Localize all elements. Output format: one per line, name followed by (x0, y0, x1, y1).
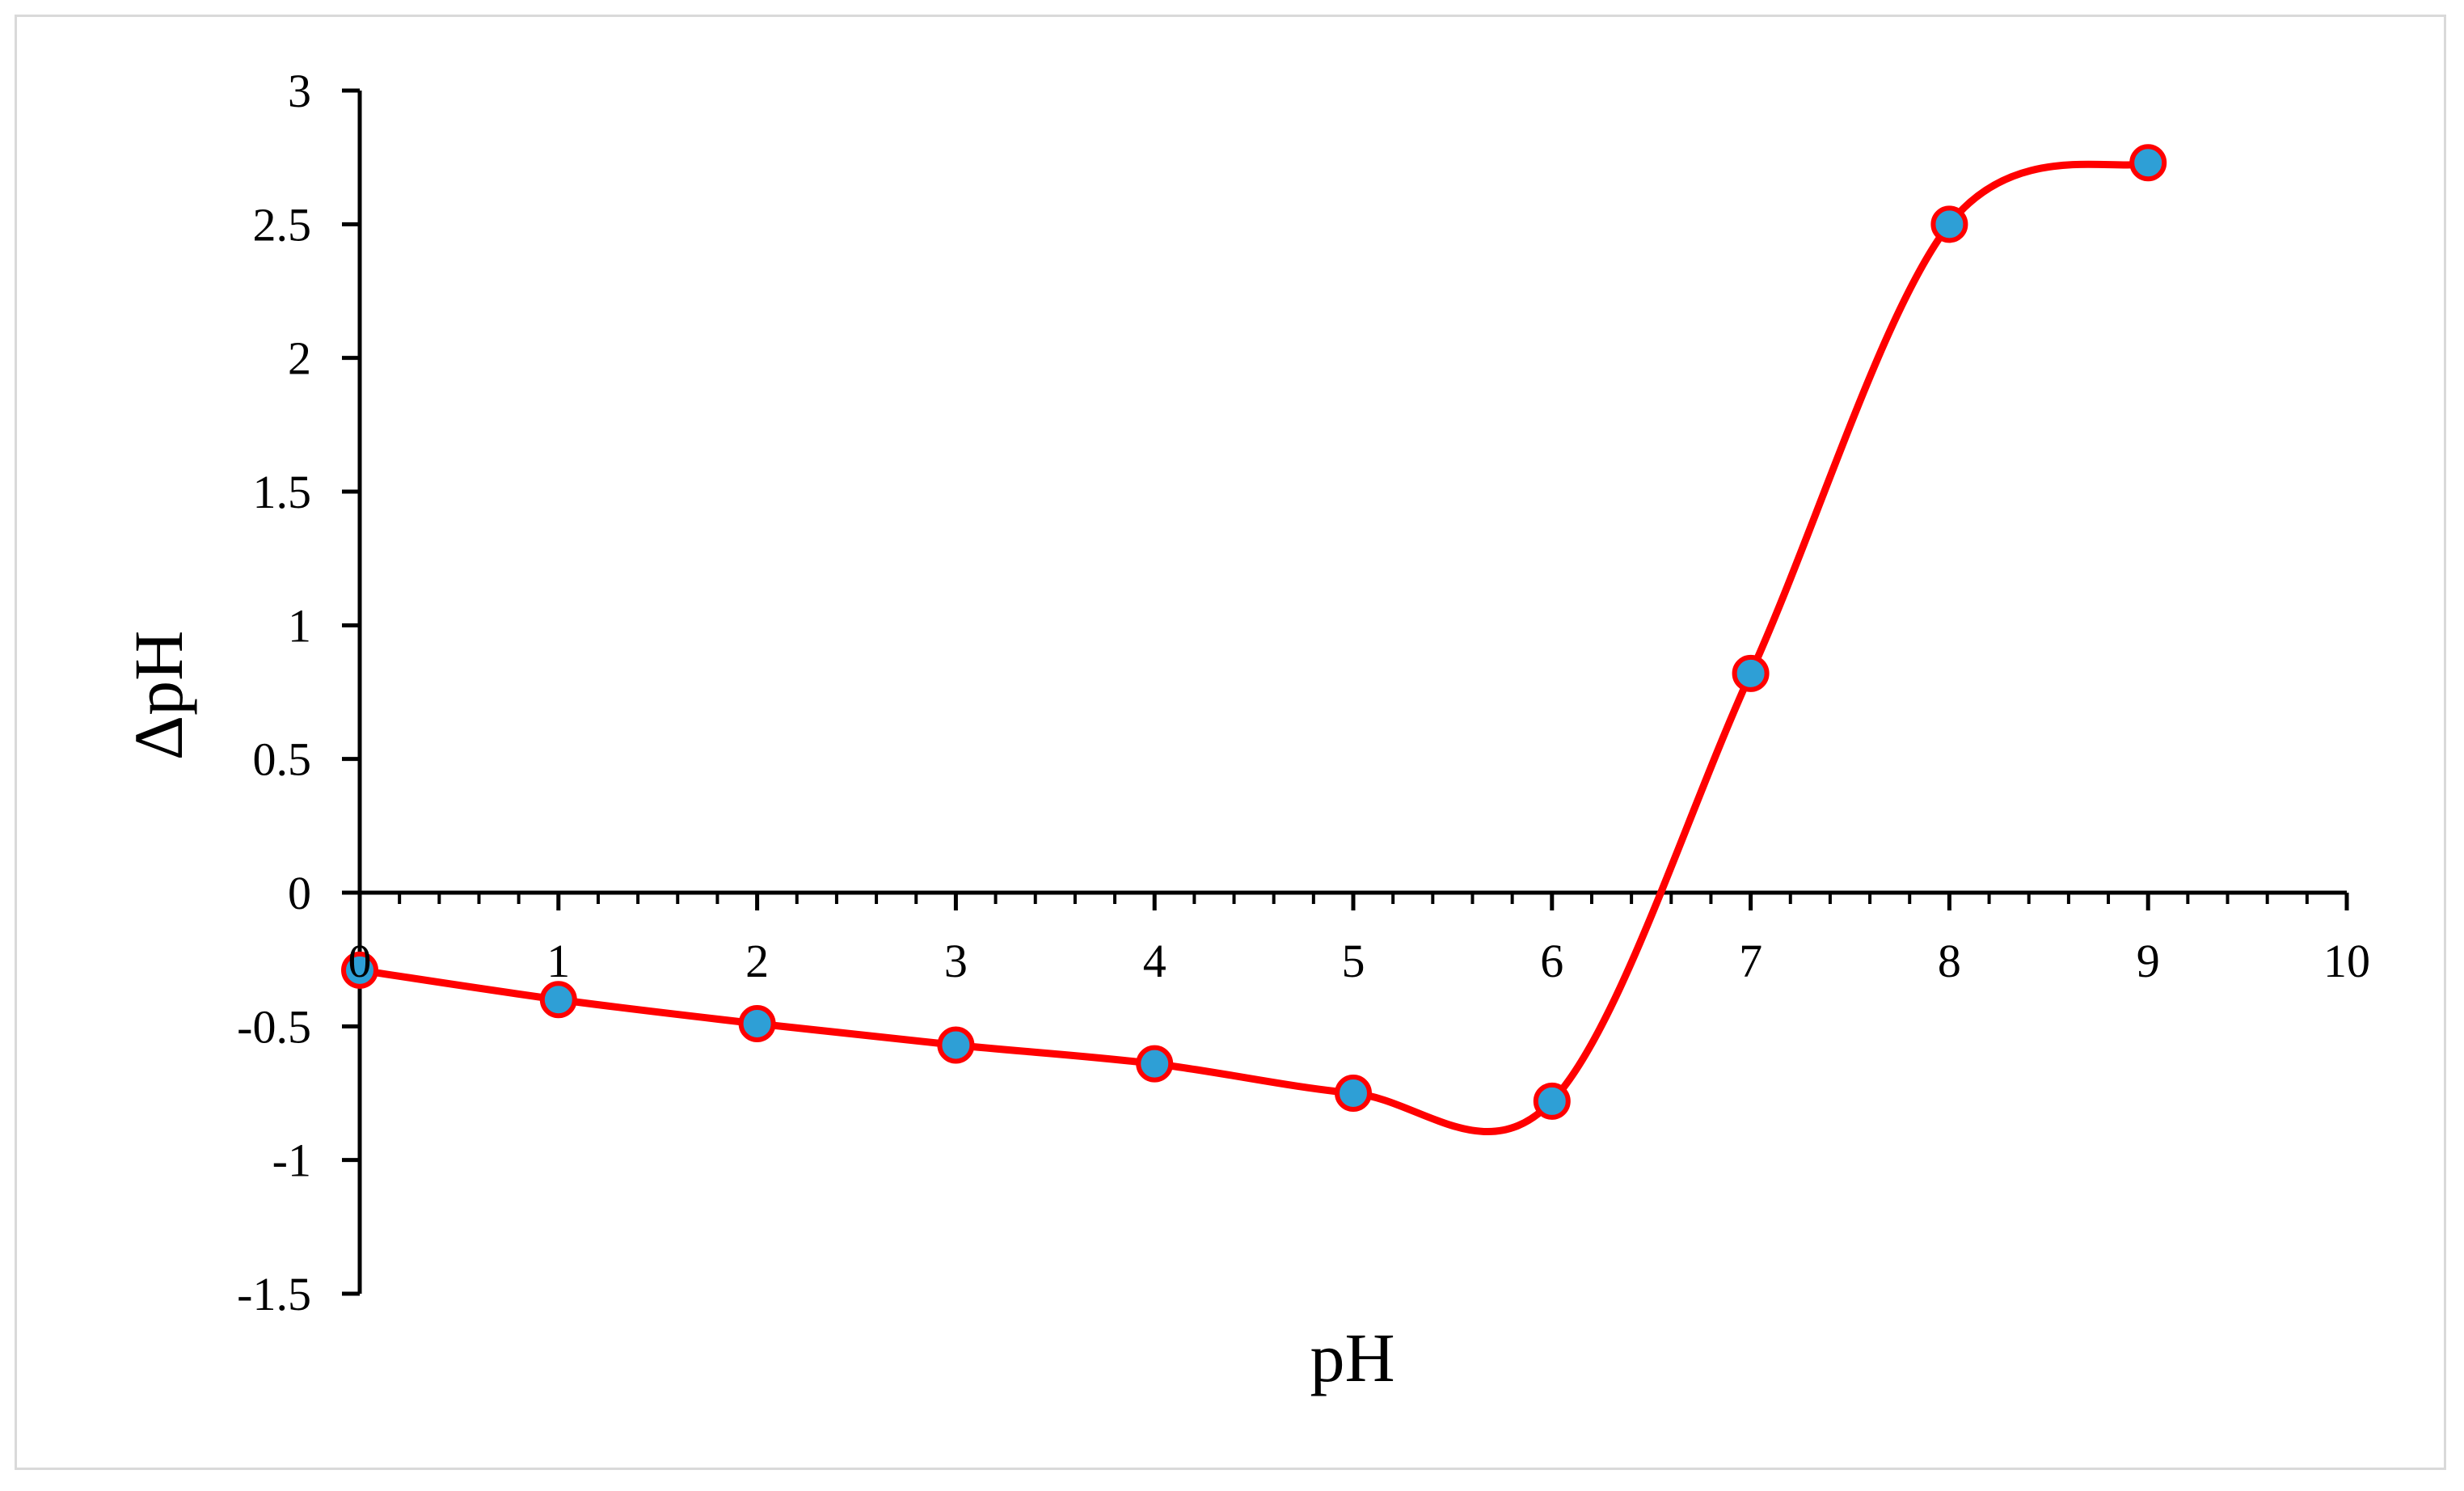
x-tick-label: 1 (546, 935, 570, 987)
y-tick-label: -1 (272, 1134, 311, 1187)
x-axis-title: pH (1310, 1319, 1394, 1396)
x-tick-label: 8 (1938, 935, 1961, 987)
y-tick-label: 3 (288, 65, 311, 117)
data-point (1136, 1045, 1174, 1083)
x-tick-label: 9 (2137, 935, 2160, 987)
x-tick-label: 3 (944, 935, 968, 987)
x-tick-label: 2 (745, 935, 769, 987)
y-tick-label: 2 (288, 332, 311, 385)
y-tick-label: -1.5 (237, 1268, 311, 1320)
y-axis-title: ΔpH (120, 631, 197, 760)
y-tick-label: -0.5 (237, 1000, 311, 1053)
data-point (341, 951, 378, 989)
x-tick-label: 0 (348, 935, 372, 987)
x-tick-label: 10 (2323, 935, 2370, 987)
data-point (1732, 654, 1770, 692)
y-tick-label: 0 (288, 867, 311, 919)
series-markers (341, 144, 2167, 1120)
data-point (937, 1026, 975, 1064)
axes (342, 88, 2349, 1296)
y-tick-label: 1.5 (253, 466, 312, 518)
y-tick-label: 2.5 (253, 198, 312, 251)
data-point (539, 981, 577, 1019)
data-point (738, 1005, 776, 1043)
x-tick-label: 4 (1143, 935, 1167, 987)
data-point (1533, 1082, 1571, 1120)
chart-frame (15, 15, 2446, 1470)
x-tick-label: 6 (1540, 935, 1563, 987)
data-point (1930, 205, 1968, 243)
series-line (356, 158, 2152, 1136)
x-tick-label: 7 (1739, 935, 1762, 987)
data-point (1335, 1075, 1372, 1112)
y-tick-label: 1 (288, 599, 311, 652)
y-tick-label: 0.5 (253, 733, 312, 786)
tick-labels: 3 2.5 2 1.5 1 0.5 0 -0.5 -1 -1.5 0 1 2 3 4 5 6 7 8 9 10 (237, 65, 2370, 1320)
data-point (2129, 144, 2167, 182)
x-tick-label: 5 (1342, 935, 1365, 987)
